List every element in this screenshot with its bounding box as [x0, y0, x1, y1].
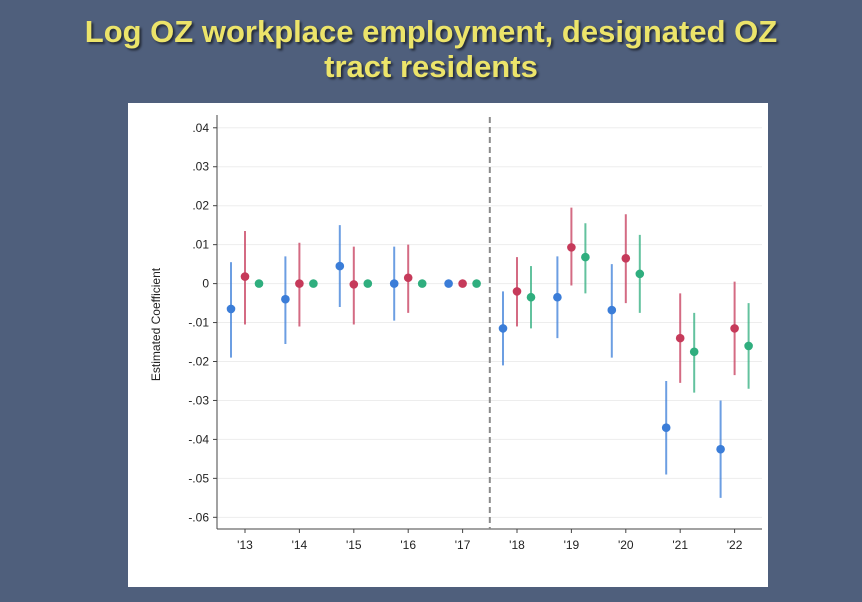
data-point: [281, 294, 290, 304]
y-tick-label: .03: [192, 160, 209, 174]
data-point: [417, 279, 427, 288]
y-tick-label: -.03: [188, 393, 209, 407]
data-point: [661, 423, 671, 433]
y-tick-label: .04: [192, 121, 209, 135]
slide-title-line-2: tract residents: [324, 49, 538, 84]
data-point: [498, 324, 508, 333]
data-point: [512, 287, 522, 296]
y-tick-label: 0: [202, 277, 209, 291]
y-tick-label: -.05: [188, 471, 209, 485]
x-tick-label: '17: [455, 538, 471, 552]
data-point: [254, 279, 264, 288]
x-tick-label: '13: [237, 538, 253, 552]
x-tick-label: '22: [727, 538, 743, 552]
data-point: [581, 252, 590, 262]
data-point: [458, 279, 467, 288]
data-point: [607, 305, 617, 315]
data-point: [349, 280, 359, 289]
data-point: [403, 273, 413, 283]
coefficient-chart: .04 .03 .02 .01 0 -.01 -.02 -.03 -.04 -.05 -.06 '13…: [149, 115, 762, 552]
data-point: [472, 279, 481, 288]
data-point: [689, 347, 699, 357]
data-point: [226, 304, 236, 314]
y-tick-label: -.06: [188, 510, 209, 524]
data-point: [635, 269, 645, 279]
data-point: [240, 272, 250, 281]
chart-panel: .04 .03 .02 .01 0 -.01 -.02 -.03 -.04 -.05 -.06 '13…: [128, 103, 768, 587]
data-point: [309, 279, 318, 288]
data-point: [621, 253, 631, 263]
y-tick-label: -.04: [188, 432, 209, 446]
y-tick-label: .02: [192, 199, 209, 213]
y-axis-label: Estimated Coefficient: [149, 267, 163, 381]
slide-title-line-1: Log OZ workplace employment, designated …: [84, 14, 778, 49]
data-point: [295, 279, 304, 288]
data-point: [363, 279, 373, 288]
x-tick-label: '20: [618, 538, 634, 552]
slide-title: Log OZ workplace employment, designated …: [0, 14, 862, 84]
data-point: [675, 333, 685, 343]
x-tick-label: '15: [346, 538, 362, 552]
x-tick-label: '21: [672, 538, 688, 552]
data-point: [730, 324, 739, 333]
data-point: [335, 261, 345, 271]
data-point: [716, 444, 725, 454]
x-tick-label: '14: [292, 538, 308, 552]
data-point: [553, 292, 562, 302]
y-tick-label: -.02: [188, 355, 209, 369]
y-tick-label: -.01: [188, 316, 209, 330]
data-point: [744, 341, 753, 351]
data-point: [444, 279, 453, 288]
x-tick-label: '16: [400, 538, 416, 552]
x-tick-label: '18: [509, 538, 525, 552]
data-point: [389, 279, 399, 288]
data-point: [567, 243, 576, 252]
data-point: [526, 292, 536, 302]
y-tick-label: .01: [192, 238, 209, 252]
x-tick-label: '19: [564, 538, 580, 552]
